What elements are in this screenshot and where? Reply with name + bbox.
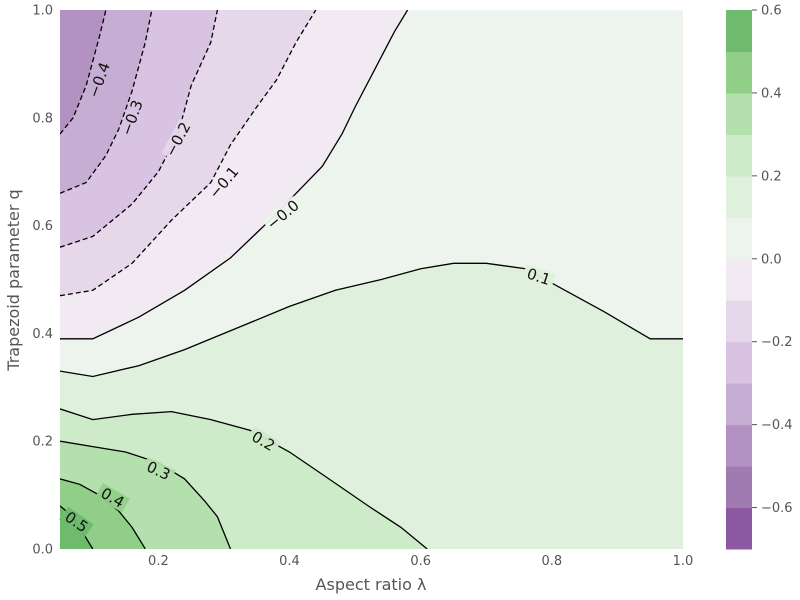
contour-line-0: [60, 10, 409, 340]
colorbar-segment: [726, 134, 752, 177]
colorbar-tick-label: −0.4: [761, 418, 793, 433]
x-axis: 0.2 0.4 0.6 0.8 1.0: [148, 554, 693, 569]
colorbar: −0.6 −0.4 −0.2 0.0 0.2 0.4 0.6: [726, 4, 793, 550]
colorbar-segment: [726, 424, 752, 467]
colorbar-segment: [726, 51, 752, 94]
contour-label-bg: [95, 483, 130, 513]
x-tick-label: 0.2: [148, 554, 169, 569]
colorbar-segment: [726, 258, 752, 301]
colorbar-segment: [726, 300, 752, 343]
y-tick-label: 0.2: [32, 435, 53, 450]
colorbar-segment: [726, 383, 752, 426]
contour-label-bg: [521, 264, 556, 290]
contour-label-bg: [140, 456, 176, 485]
colorbar-segment: [726, 466, 752, 509]
y-axis-label: Trapezoid parameter q: [4, 189, 23, 371]
contour-label-bg: [84, 58, 114, 102]
x-axis-label: Aspect ratio λ: [316, 575, 427, 594]
contour-label-bg: [245, 426, 281, 456]
colorbar-tick-label: −0.6: [761, 501, 793, 516]
colorbar-segment: [726, 217, 752, 260]
contour-line-0.1: [60, 262, 683, 378]
contour-fills: [60, 10, 683, 549]
contour-label-bg: [204, 162, 243, 203]
colorbar-tick-label: 0.0: [761, 252, 782, 267]
colorbar-tick-label: 0.6: [761, 4, 782, 19]
colorbar-segment: [726, 507, 752, 550]
contour-line--0.3: [60, 10, 153, 194]
contour-label-bg: [117, 96, 147, 140]
contour-label-bg: [161, 117, 195, 161]
y-tick-label: 0.0: [32, 543, 53, 558]
contour-label-bg: [59, 506, 94, 538]
x-tick-label: 0.6: [410, 554, 431, 569]
contour-line--0.1: [60, 10, 317, 297]
x-tick-label: 0.8: [541, 554, 562, 569]
colorbar-tick-label: −0.2: [761, 335, 793, 350]
colorbar-segment: [726, 341, 752, 384]
y-tick-label: 1.0: [32, 4, 53, 19]
y-tick-label: 0.8: [32, 111, 53, 126]
band-neg--0.4: [60, 10, 106, 134]
contour-label-bg: [262, 195, 304, 234]
colorbar-tick-label: 0.2: [761, 169, 782, 184]
y-axis: 0.0 0.2 0.4 0.6 0.8 1.0: [32, 4, 53, 558]
colorbar-segment: [726, 92, 752, 135]
y-tick-label: 0.4: [32, 327, 53, 342]
colorbar-tick-label: 0.4: [761, 86, 782, 101]
colorbar-segment: [726, 175, 752, 218]
contour-line--0.4: [60, 10, 107, 135]
contour-line-0.2: [60, 408, 428, 549]
x-tick-label: 1.0: [673, 554, 694, 569]
y-tick-label: 0.6: [32, 219, 53, 234]
colorbar-segment: [726, 10, 752, 52]
x-tick-label: 0.4: [279, 554, 300, 569]
